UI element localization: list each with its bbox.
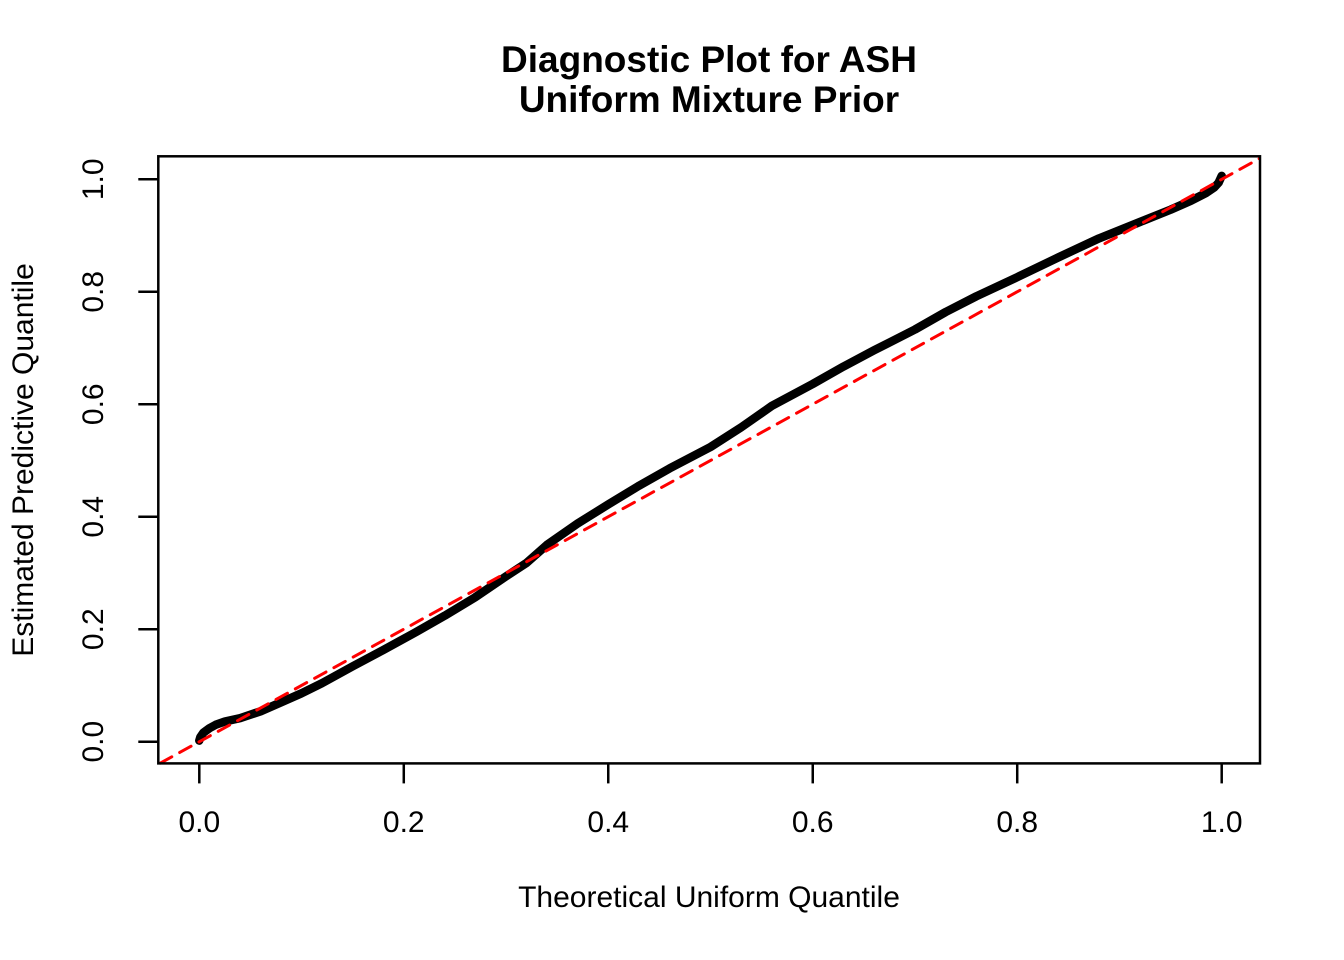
- chart-title-line2: Uniform Mixture Prior: [519, 79, 899, 120]
- y-axis-label: Estimated Predictive Quantile: [7, 263, 40, 657]
- chart-title-line1: Diagnostic Plot for ASH: [501, 39, 917, 80]
- y-axis-tick-label: 1.0: [77, 158, 110, 200]
- axis-layer: 0.0 0.2 0.4 0.6 0.8 1.0 0.0 0.2 0.4 0.6 0.8 1.0: [77, 155, 1262, 839]
- x-axis-tick-label: 0.8: [996, 806, 1038, 839]
- y-axis-tick-label: 0.6: [77, 383, 110, 425]
- x-axis-tick-label: 0.6: [792, 806, 834, 839]
- x-axis-tick-label: 0.0: [178, 806, 220, 839]
- x-axis-tick-label: 1.0: [1201, 806, 1243, 839]
- y-axis-tick-label: 0.4: [77, 496, 110, 538]
- x-axis-tick-label: 0.2: [383, 806, 425, 839]
- y-axis-tick-label: 0.8: [77, 271, 110, 313]
- y-axis-tick-label: 0.0: [77, 721, 110, 763]
- plot-border-box: [157, 155, 1262, 765]
- estimated-predictive-quantile-curve: [195, 171, 1226, 745]
- x-axis-label: Theoretical Uniform Quantile: [518, 881, 900, 914]
- identity-reference-line: [158, 157, 1261, 765]
- series-layer: [158, 157, 1261, 765]
- x-axis-tick-label: 0.4: [587, 806, 629, 839]
- y-axis-tick-label: 0.2: [77, 608, 110, 650]
